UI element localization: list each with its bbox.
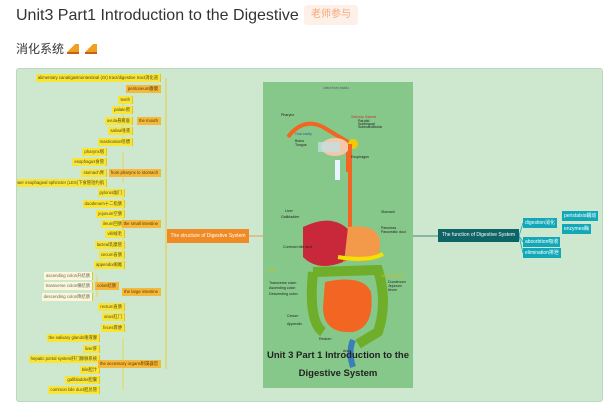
mindmap-canvas[interactable]: The structure of Digestive System The fu… <box>16 68 603 402</box>
writing-hand-icon <box>85 44 98 54</box>
structure-leaf-node[interactable]: peritoneum腹膜 <box>125 85 161 93</box>
function-node-digestion[interactable]: digestion消化 <box>523 218 558 228</box>
structure-group-node[interactable]: from pharynx to stomach <box>108 169 161 177</box>
structure-leaf-node[interactable]: appendix阑尾 <box>93 261 125 269</box>
anatomy-label: Bolus <box>295 139 304 143</box>
anatomy-label: Colon <box>267 268 277 272</box>
structure-leaf-node[interactable]: stomach胃 <box>81 169 107 177</box>
anatomy-label: Common bile duct <box>283 245 312 249</box>
anatomy-label: Salivary Glands <box>351 115 377 119</box>
subtitle-text: 消化系统 <box>16 42 65 56</box>
structure-leaf-node[interactable]: gallbladder胆囊 <box>65 376 100 384</box>
structure-leaf-node[interactable]: feces粪便 <box>101 324 125 332</box>
anatomy-label: Descending colon <box>269 292 298 296</box>
anatomy-label: Gallbladder <box>281 215 300 219</box>
diagram-caption-line1: Unit 3 Part 1 Introduction to the <box>267 350 409 361</box>
structure-leaf-node[interactable]: jejunum空肠 <box>96 210 125 218</box>
anatomy-label: Duodenum <box>388 280 406 284</box>
anatomy-label: Liver <box>285 209 293 213</box>
digestive-system-diagram: cited from baidu Pharynx Salivary Glands P… <box>263 82 413 388</box>
structure-group-node[interactable]: colon结肠 <box>95 282 119 290</box>
function-node-absorption[interactable]: absorbtion吸收 <box>523 237 561 247</box>
anatomy-label: Esophagus <box>351 155 369 159</box>
anatomy-label: Ileum <box>388 288 397 292</box>
function-root-node[interactable]: The function of Digestive System <box>438 229 519 242</box>
structure-leaf-node[interactable]: esophagus食管 <box>72 158 107 166</box>
anatomy-label: Anus <box>343 349 352 353</box>
structure-leaf-node[interactable]: bile胆汁 <box>79 366 100 374</box>
section-subtitle: 消化系统 <box>16 40 98 57</box>
structure-leaf-node[interactable]: descending colon降结肠 <box>41 293 93 301</box>
structure-leaf-node[interactable]: palate腭 <box>111 106 133 114</box>
function-node-peristalsis[interactable]: peristalsis蠕动 <box>562 211 599 221</box>
anatomy-label: Stomach <box>381 210 396 214</box>
teacher-participation-badge[interactable]: 老师参与 <box>304 5 358 25</box>
structure-leaf-node[interactable]: cecum盲肠 <box>98 251 125 259</box>
writing-hand-icon <box>67 44 80 54</box>
structure-group-node[interactable]: the large intestine <box>122 288 161 296</box>
structure-group-node[interactable]: the accessory organs附属器官 <box>97 360 161 368</box>
structure-leaf-node[interactable]: teeth <box>118 96 133 104</box>
structure-root-node[interactable]: The structure of Digestive System <box>167 229 249 243</box>
structure-group-node[interactable]: the mouth <box>136 117 161 125</box>
structure-leaf-node[interactable]: liver肝 <box>82 345 100 353</box>
anatomy-label: Parotid <box>358 119 370 123</box>
structure-leaf-node[interactable]: uvula悬雍垂 <box>104 117 133 125</box>
anatomy-label: Ascending colon <box>269 286 296 290</box>
structure-leaf-node[interactable]: rectum直肠 <box>98 303 125 311</box>
anatomy-label: Pharynx <box>281 113 295 117</box>
structure-group-node[interactable]: the small intestine <box>121 220 161 228</box>
diagram-caption-line2: Digestive System <box>298 368 378 379</box>
source-note: cited from baidu <box>323 86 349 90</box>
function-node-enzymes[interactable]: enzymes酶 <box>562 224 592 234</box>
anatomy-label: Small intestine <box>381 274 405 278</box>
anatomy-label: Submandibular <box>358 125 383 129</box>
structure-leaf-node[interactable]: alimentary canal/gastrointestinal (GI) t… <box>35 74 161 82</box>
structure-leaf-node[interactable]: mastication咀嚼 <box>97 138 133 146</box>
structure-leaf-node[interactable]: ascending colon升结肠 <box>44 272 93 280</box>
structure-leaf-node[interactable]: lower esophageal sphincter (LES)下食管括约肌 <box>17 179 107 187</box>
anatomy-label: Sublingual <box>358 122 375 126</box>
anatomy-label: Rectum <box>319 337 332 341</box>
connector <box>518 235 524 243</box>
anatomy-label: Oral cavity <box>295 132 312 136</box>
anatomy-illustration <box>286 121 388 368</box>
structure-leaf-node[interactable]: the salivary glands唾液腺 <box>46 334 100 342</box>
structure-leaf-node[interactable]: hepatic portal system肝门静脉系统 <box>28 355 100 363</box>
anatomy-label: Tongue <box>295 143 307 147</box>
structure-leaf-node[interactable]: saliva唾液 <box>108 127 133 135</box>
structure-leaf-node[interactable]: anus肛门 <box>102 313 125 321</box>
anatomy-label: Pancreas <box>381 226 397 230</box>
anatomy-label: Cecum <box>287 314 299 318</box>
structure-leaf-node[interactable]: duodenum十二指肠 <box>82 200 125 208</box>
connector <box>518 235 524 254</box>
structure-leaf-node[interactable]: lacteal乳糜管 <box>94 241 125 249</box>
anatomy-label: Appendix <box>287 322 302 326</box>
structure-leaf-node[interactable]: pylorus幽门 <box>97 189 125 197</box>
structure-leaf-node[interactable]: villi绒毛 <box>105 230 125 238</box>
connector <box>518 222 524 237</box>
function-node-elimination[interactable]: elimination排泄 <box>523 248 561 258</box>
structure-leaf-node[interactable]: pharynx咽 <box>82 148 107 156</box>
page-title: Unit3 Part1 Introduction to the Digestiv… <box>16 7 357 24</box>
structure-leaf-node[interactable]: common bile duct胆总管 <box>48 386 100 394</box>
anatomy-label: Pancreatic duct <box>381 230 406 234</box>
anatomy-label: Transverse colon <box>269 281 297 285</box>
structure-leaf-node[interactable]: transverse colon横结肠 <box>43 282 93 290</box>
anatomy-label: Jejunum <box>388 284 402 288</box>
